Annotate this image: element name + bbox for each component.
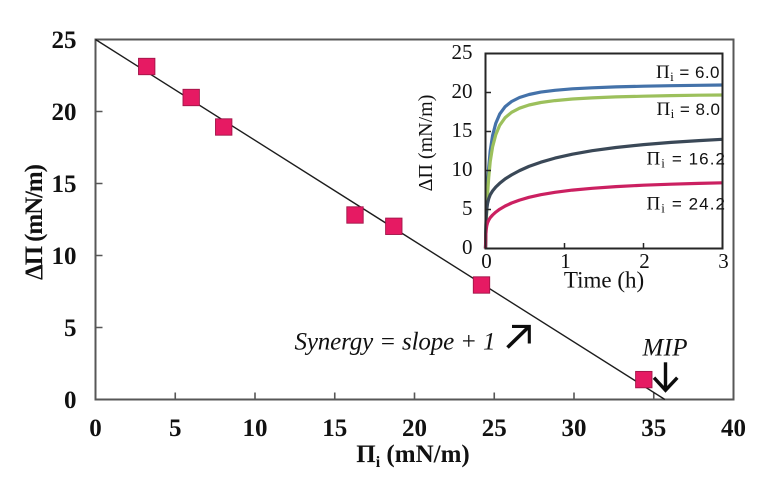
svg-text:1: 1 — [560, 249, 571, 273]
svg-text:35: 35 — [641, 415, 666, 442]
svg-text:40: 40 — [721, 415, 746, 442]
svg-text:10: 10 — [243, 415, 268, 442]
svg-text:0: 0 — [64, 387, 77, 414]
svg-text:0: 0 — [89, 415, 102, 442]
svg-text:15: 15 — [452, 118, 473, 142]
svg-text:25: 25 — [482, 415, 507, 442]
svg-text:5: 5 — [462, 196, 473, 220]
svg-text:Time (h): Time (h) — [564, 268, 644, 293]
svg-text:25: 25 — [452, 40, 473, 64]
svg-text:Πi = 6.0: Πi = 6.0 — [656, 62, 720, 84]
svg-text:Πi = 24.2: Πi = 24.2 — [647, 194, 726, 216]
svg-text:10: 10 — [52, 243, 77, 270]
svg-text:30: 30 — [562, 415, 587, 442]
svg-text:MIP: MIP — [642, 335, 688, 362]
svg-text:5: 5 — [64, 315, 77, 342]
svg-text:ΔΠ (mN/m): ΔΠ (mN/m) — [21, 164, 48, 280]
svg-text:20: 20 — [402, 415, 427, 442]
svg-text:0: 0 — [462, 235, 473, 259]
svg-text:5: 5 — [169, 415, 182, 442]
svg-text:15: 15 — [322, 415, 347, 442]
svg-text:Πi (mN/m): Πi (mN/m) — [356, 441, 469, 471]
svg-text:20: 20 — [452, 79, 473, 103]
svg-text:10: 10 — [452, 157, 473, 181]
svg-text:3: 3 — [718, 249, 729, 273]
svg-text:Πi = 8.0: Πi = 8.0 — [657, 99, 721, 121]
svg-text:2: 2 — [639, 249, 650, 273]
svg-text:Synergy = slope + 1: Synergy = slope + 1 — [295, 328, 496, 355]
svg-text:25: 25 — [52, 27, 77, 54]
svg-text:0: 0 — [481, 249, 492, 273]
svg-text:15: 15 — [52, 171, 77, 198]
svg-text:20: 20 — [52, 99, 77, 126]
svg-text:ΔΠ (mN/m): ΔΠ (mN/m) — [415, 95, 437, 192]
svg-text:Πi = 16.2: Πi = 16.2 — [647, 148, 726, 170]
